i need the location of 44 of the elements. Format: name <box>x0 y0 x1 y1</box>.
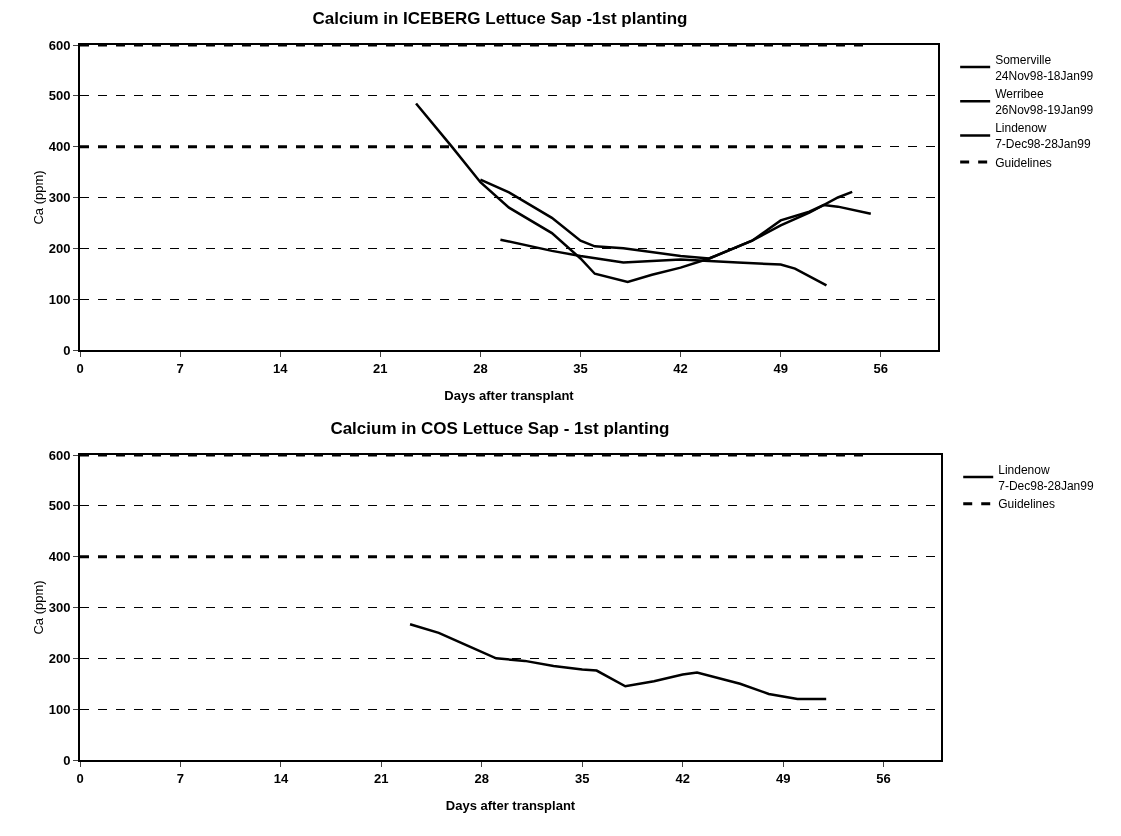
x-tick-label: 28 <box>473 360 488 376</box>
y-tick-label: 0 <box>63 342 71 358</box>
legend-label: Werribee 26Nov98-19Jan99 <box>995 87 1094 117</box>
legend-label: Guidelines <box>995 155 1052 170</box>
x-tick-label: 28 <box>474 770 490 786</box>
x-tick-label: 42 <box>675 770 690 786</box>
x-tick-label: 21 <box>374 770 389 786</box>
x-tick-label: 56 <box>876 770 891 786</box>
x-tick-label: 42 <box>673 360 688 376</box>
y-tick-label: 300 <box>48 600 71 616</box>
x-tick-label: 0 <box>76 360 84 376</box>
legend-label: Lindenow 7-Dec98-28Jan99 <box>998 462 1094 493</box>
y-tick-label: 300 <box>48 190 71 206</box>
x-tick-label: 35 <box>575 770 590 786</box>
y-tick-label: 400 <box>48 139 71 155</box>
legend-label: Somerville 24Nov98-18Jan99 <box>995 52 1094 83</box>
y-tick-label: 200 <box>48 650 71 666</box>
x-axis-title: Days after transplant <box>445 798 576 813</box>
x-tick-label: 49 <box>775 770 791 786</box>
x-tick-label: 49 <box>773 360 788 376</box>
x-tick-label: 21 <box>373 360 388 376</box>
x-tick-label: 0 <box>76 770 84 786</box>
x-tick-label: 56 <box>873 360 889 376</box>
x-tick-label: 35 <box>573 360 588 376</box>
y-axis-title: Ca (ppm) <box>31 580 46 635</box>
y-tick-label: 0 <box>63 752 71 768</box>
x-tick-label: 14 <box>273 770 289 786</box>
y-axis-title: Ca (ppm) <box>31 170 46 225</box>
x-tick-label: 14 <box>272 360 289 376</box>
x-tick-label: 7 <box>176 360 184 376</box>
x-axis-title: Days after transplant <box>444 388 575 403</box>
chart-title: Calcium in COS Lettuce Sap - 1st planting <box>330 419 670 439</box>
y-tick-label: 500 <box>48 498 71 514</box>
y-tick-label: 500 <box>48 88 71 104</box>
y-tick-label: 600 <box>48 37 71 53</box>
legend-label: Lindenow 7-Dec98-28Jan99 <box>995 121 1091 151</box>
y-tick-label: 600 <box>48 447 71 463</box>
y-tick-label: 200 <box>48 240 71 256</box>
x-tick-label: 7 <box>176 770 185 786</box>
chart-title: Calcium in ICEBERG Lettuce Sap -1st planting <box>312 9 688 29</box>
y-tick-label: 100 <box>48 291 71 307</box>
y-tick-label: 400 <box>48 549 71 565</box>
legend-label: Guidelines <box>998 497 1055 512</box>
y-tick-label: 100 <box>48 701 71 717</box>
